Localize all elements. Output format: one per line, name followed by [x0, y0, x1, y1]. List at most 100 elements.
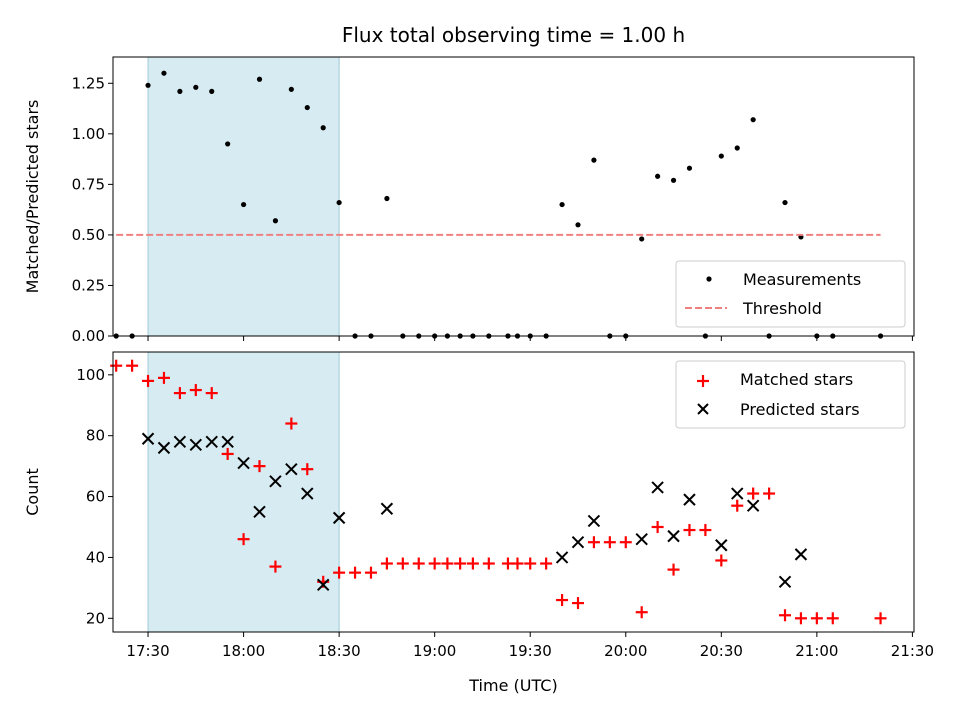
predicted-stars-point	[205, 435, 218, 448]
measurement-point	[734, 145, 740, 151]
matched-stars-point	[441, 557, 454, 570]
matched-stars-point	[540, 557, 553, 570]
matched-stars-point	[142, 374, 155, 387]
predicted-stars-point	[746, 499, 760, 512]
y-tick-label: 0.50	[72, 226, 105, 244]
measurement-point	[304, 104, 310, 111]
observing-window-shading	[147, 56, 340, 337]
ratio-legend-frame	[675, 260, 906, 328]
predicted-stars-point	[237, 456, 250, 470]
predicted-stars-point	[157, 441, 171, 455]
predicted-stars-point	[141, 432, 155, 445]
y-tick-label: 100	[76, 366, 105, 384]
predicted-stars-point	[651, 481, 664, 494]
matched-stars-point	[285, 417, 298, 430]
matched-stars-point	[349, 566, 362, 579]
predicted-stars-point	[715, 539, 728, 552]
measurement-point	[193, 84, 199, 90]
matched-stars-point	[651, 521, 664, 533]
matched-stars-point	[205, 387, 218, 400]
predicted-stars-point	[635, 532, 648, 546]
matched-stars-point	[556, 594, 569, 607]
x-tick-label: 19:30	[509, 642, 552, 660]
x-tick-label: 19:00	[413, 642, 456, 660]
matched-stars-point	[683, 524, 696, 537]
matched-stars-point	[571, 597, 584, 610]
predicted-stars-point	[571, 536, 585, 549]
x-tick-label: 18:00	[222, 642, 265, 660]
measurement-point	[256, 76, 263, 82]
measurement-point	[177, 88, 183, 94]
count-legend: Matched stars Predicted stars	[675, 360, 906, 429]
chart-title: Flux total observing time = 1.00 h	[342, 23, 685, 47]
measurement-point	[384, 195, 390, 202]
measurement-point	[575, 222, 581, 228]
predicted-stars-point	[285, 462, 298, 476]
x-tick-label: 21:00	[795, 642, 838, 660]
ratio-panel-frame	[112, 56, 915, 337]
matched-stars-point	[237, 533, 250, 546]
x-tick-label: 20:30	[700, 642, 743, 660]
matched-stars-point	[619, 536, 632, 549]
measurement-point	[718, 153, 724, 159]
x-tick-label: 17:30	[126, 642, 169, 660]
matched-stars-point	[482, 557, 495, 570]
y-tick-label: 40	[86, 548, 105, 566]
measurement-point	[320, 125, 326, 131]
matched-stars-point	[731, 499, 744, 512]
x-tick-label: 18:30	[318, 642, 361, 660]
y-tick-label: 1.25	[72, 74, 105, 92]
predicted-stars-point	[332, 511, 346, 525]
matched-stars-point	[511, 557, 524, 570]
matched-stars-point	[364, 566, 377, 579]
matched-stars-point	[826, 612, 839, 625]
matched-stars-point	[380, 557, 393, 570]
predicted-stars-point	[778, 575, 792, 588]
measurement-point	[209, 88, 215, 94]
matched-stars-point	[603, 536, 616, 549]
matched-stars-point	[454, 557, 467, 570]
legend-predicted-marker	[697, 403, 709, 415]
predicted-stars-point	[316, 578, 330, 592]
measurement-point	[782, 199, 788, 206]
measurement-point	[559, 201, 565, 208]
legend-predicted-label: Predicted stars	[740, 400, 860, 419]
matched-stars-point	[126, 359, 139, 372]
legend-measurements-label: Measurements	[743, 270, 861, 289]
measurement-point	[272, 218, 279, 224]
predicted-stars-point	[269, 475, 282, 488]
measurement-point	[750, 117, 756, 123]
predicted-stars-point	[380, 502, 394, 515]
predicted-stars-point	[683, 493, 696, 506]
x-tick-label: 20:00	[604, 642, 647, 660]
measurement-point	[225, 141, 231, 147]
measurement-point	[145, 82, 151, 88]
matched-stars-point	[396, 557, 409, 570]
count-legend-frame	[675, 360, 906, 429]
predicted-stars-point	[667, 529, 680, 543]
matched-stars-point	[763, 487, 776, 500]
legend-measurements-marker	[706, 276, 712, 282]
measurement-point	[670, 177, 677, 183]
predicted-stars-point	[587, 514, 601, 528]
predicted-stars-point	[221, 435, 234, 448]
matched-stars-point	[269, 560, 282, 573]
y-tick-label: 0.25	[72, 276, 105, 294]
matched-stars-point	[333, 566, 346, 579]
ratio-legend: Measurements Threshold	[675, 260, 906, 328]
predicted-stars-point	[731, 487, 744, 500]
count-panel-frame	[112, 351, 915, 633]
matched-stars-point	[699, 524, 712, 537]
matched-stars-point	[301, 463, 314, 476]
matched-stars-point	[466, 557, 479, 570]
matched-stars-point	[110, 359, 123, 372]
matched-stars-point	[874, 612, 887, 625]
x-tick-label: 21:30	[891, 642, 934, 660]
ratio-panel: 0.00 0.25 0.50 0.75 1.00 1.25 Matched/Predict…	[23, 56, 915, 345]
y-tick-label: 0.00	[72, 327, 105, 345]
matched-stars-point	[412, 557, 425, 570]
matched-stars-point	[794, 612, 807, 625]
matched-stars-point	[173, 387, 186, 400]
matched-stars-point	[779, 609, 792, 622]
